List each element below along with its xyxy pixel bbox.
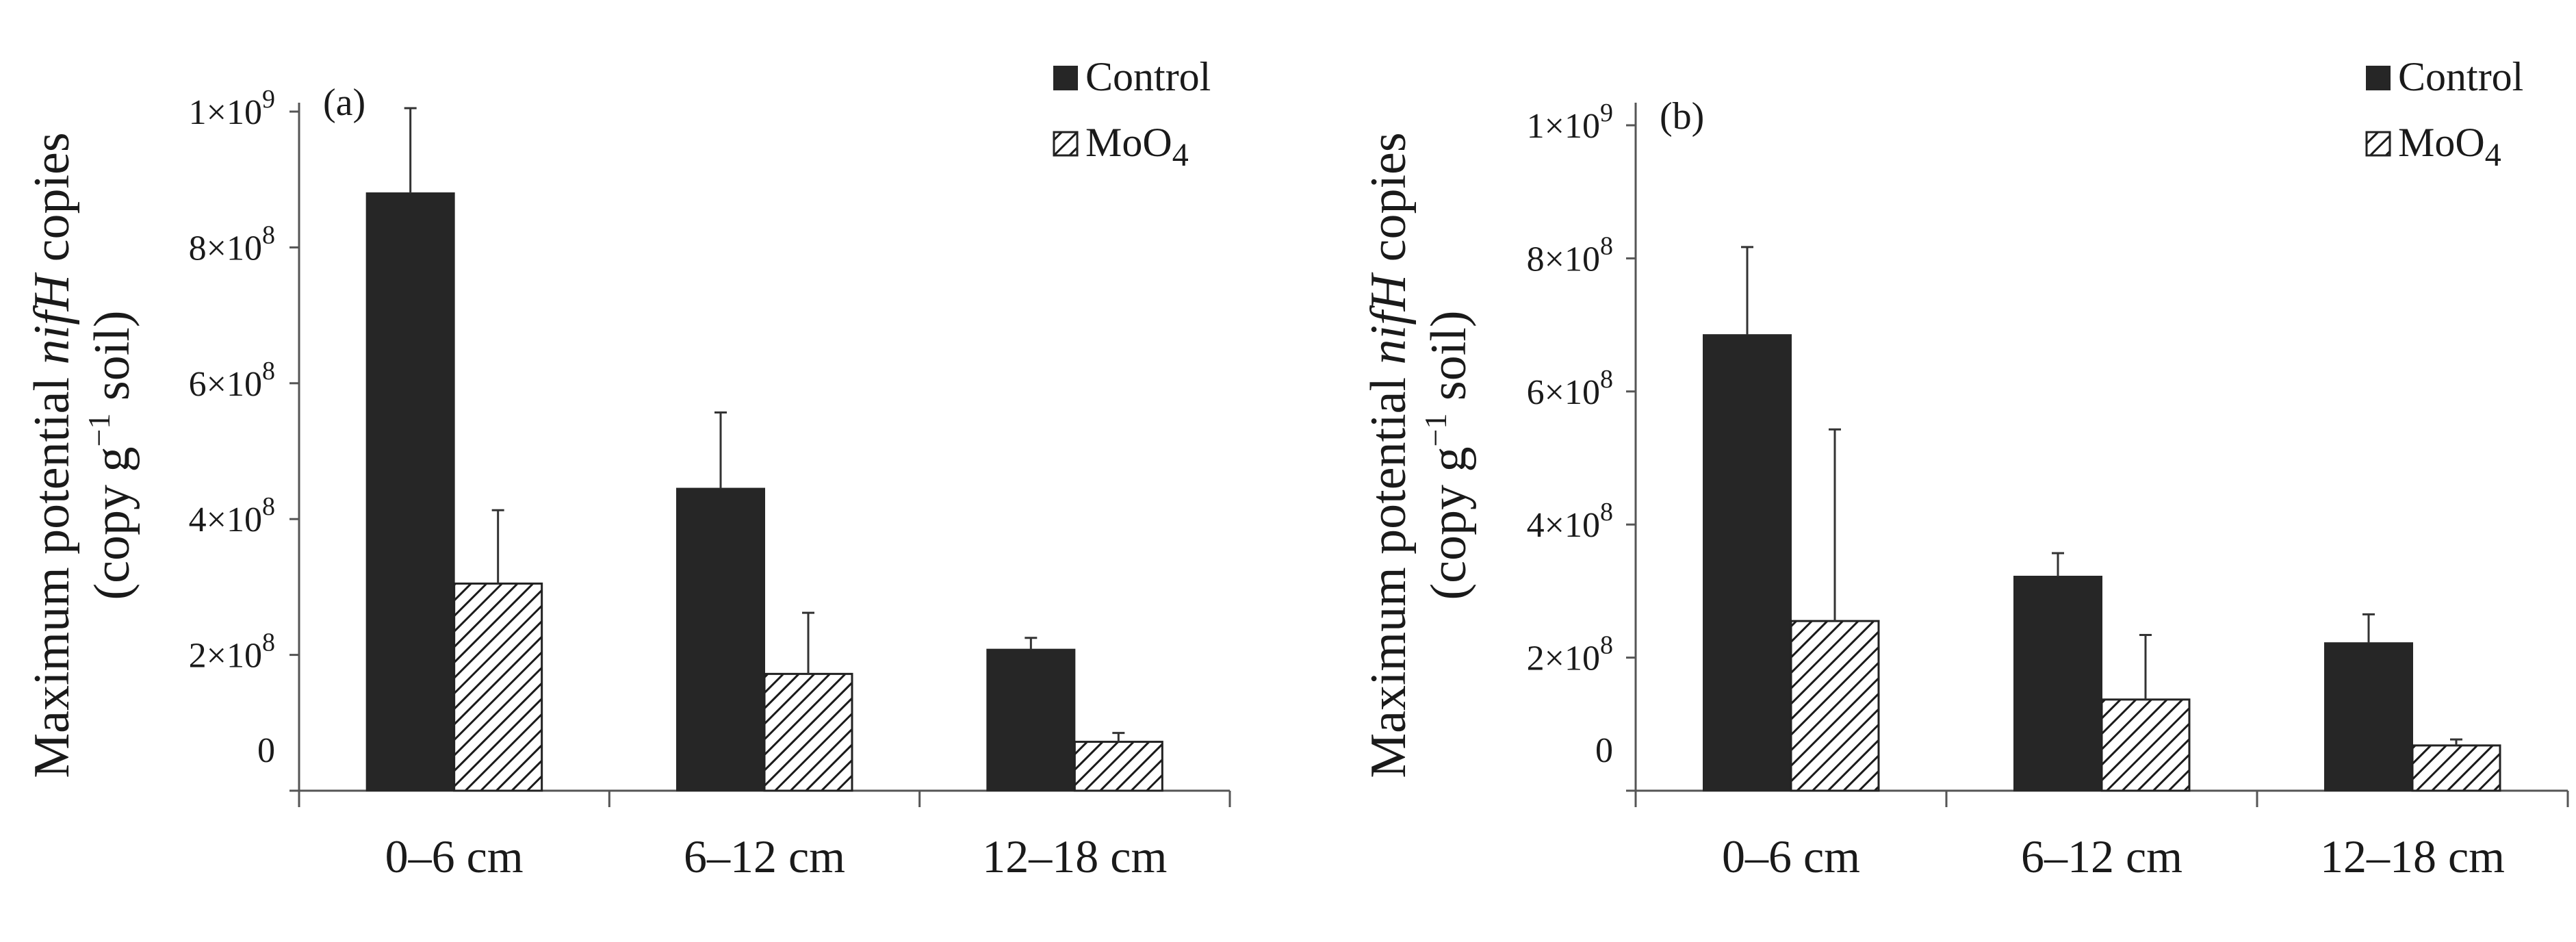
bars — [1703, 246, 2501, 792]
y-tick-label: 2×108 — [189, 628, 275, 676]
x-tick-label: 0–6 cm — [1722, 830, 1860, 882]
y-tick-label: 8×108 — [1527, 231, 1613, 279]
legend: Control MoO4 — [1053, 54, 1211, 173]
y-tick-label: 0 — [1595, 731, 1613, 770]
bar-moo4 — [763, 672, 853, 792]
legend-swatch-control — [1053, 66, 1078, 90]
bar-control — [1703, 334, 1792, 791]
x-tick-label: 12–18 cm — [2320, 830, 2505, 882]
y-axis-title-line-1: Maximum potential nifH copies — [24, 132, 80, 778]
y-ticks: 0 2×108 4×108 6×108 8×108 1×109 — [1527, 99, 1636, 792]
legend-swatch-control — [2366, 66, 2391, 90]
x-ticks: 0–6 cm 6–12 cm 12–18 cm — [298, 791, 1231, 882]
y-tick-label: 8×108 — [189, 220, 275, 268]
panel-label: (a) — [323, 81, 365, 124]
y-ticks: 0 2×108 4×108 6×108 8×108 1×109 — [189, 85, 299, 792]
legend-label-moo4: MoO4 — [1085, 120, 1189, 173]
chart-panel-a: Maximum potential nifH copies (copy g−1 … — [24, 54, 1231, 882]
bars — [365, 107, 1163, 792]
legend-swatch-moo4 — [2365, 131, 2391, 157]
x-tick-label: 6–12 cm — [2021, 830, 2182, 882]
y-tick-label: 6×108 — [189, 357, 275, 404]
panel-label: (b) — [1660, 95, 1704, 138]
y-tick-label: 1×109 — [1527, 99, 1613, 146]
x-tick-label: 0–6 cm — [385, 830, 524, 882]
bar-moo4 — [1073, 741, 1163, 792]
bar-moo4 — [453, 582, 543, 792]
y-tick-label: 4×108 — [1527, 498, 1613, 545]
y-axis-title-line-2: (copy g−1 soil) — [1418, 310, 1477, 600]
y-tick-label: 0 — [257, 731, 275, 770]
bar-control — [2324, 642, 2413, 791]
legend-label-control: Control — [1085, 54, 1211, 99]
legend: Control MoO4 — [2365, 54, 2523, 173]
bar-moo4 — [1790, 620, 1880, 792]
bar-control — [2013, 576, 2102, 791]
y-tick-label: 4×108 — [189, 492, 275, 539]
y-axis-title: Maximum potential nifH copies (copy g−1 … — [1361, 132, 1477, 778]
legend-label-control: Control — [2398, 54, 2523, 99]
bar-control — [676, 487, 765, 791]
y-axis-title: Maximum potential nifH copies (copy g−1 … — [24, 132, 140, 778]
y-tick-label: 1×109 — [189, 85, 275, 132]
bar-control — [986, 648, 1076, 791]
y-tick-label: 2×108 — [1527, 631, 1613, 678]
bar-control — [365, 192, 455, 792]
bar-moo4 — [2100, 698, 2191, 792]
x-ticks: 0–6 cm 6–12 cm 12–18 cm — [1634, 791, 2569, 882]
x-tick-label: 6–12 cm — [684, 830, 845, 882]
bar-moo4 — [2411, 744, 2501, 792]
y-axis-title-line-2: (copy g−1 soil) — [81, 310, 140, 600]
chart-panel-b: Maximum potential nifH copies (copy g−1 … — [1361, 54, 2569, 882]
y-tick-label: 6×108 — [1527, 365, 1613, 412]
legend-swatch-moo4 — [1053, 131, 1079, 157]
x-tick-label: 12–18 cm — [982, 830, 1167, 882]
legend-label-moo4: MoO4 — [2398, 120, 2501, 173]
y-axis-title-line-1: Maximum potential nifH copies — [1361, 132, 1417, 778]
